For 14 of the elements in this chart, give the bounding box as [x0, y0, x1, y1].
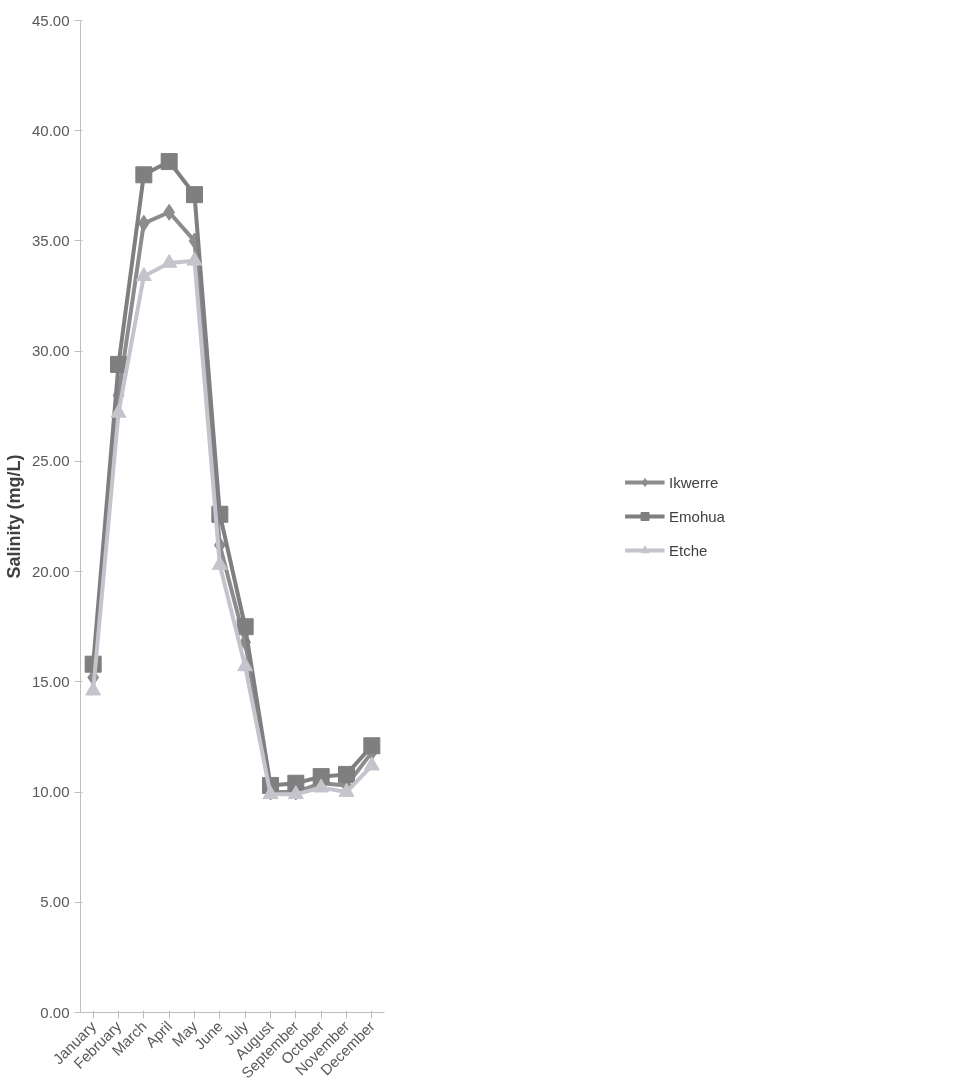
y-tick-label: 25.00	[31, 452, 70, 470]
legend-label: Emohua	[669, 507, 725, 525]
y-tick-label: 35.00	[31, 231, 70, 249]
y-tick-label: 30.00	[31, 342, 70, 360]
legend-label: Etche	[669, 541, 708, 559]
y-tick-label: 20.00	[31, 562, 70, 580]
y-tick-label: 45.00	[31, 11, 70, 29]
y-tick-label: 0.00	[40, 1003, 70, 1021]
y-axis-title: Salinity (mg/L)	[3, 454, 24, 579]
y-tick-label: 40.00	[31, 121, 70, 139]
y-tick-label: 15.00	[31, 672, 70, 690]
legend-label: Ikwerre	[669, 473, 719, 491]
y-tick-label: 5.00	[40, 893, 70, 911]
y-tick-label: 10.00	[31, 783, 70, 801]
